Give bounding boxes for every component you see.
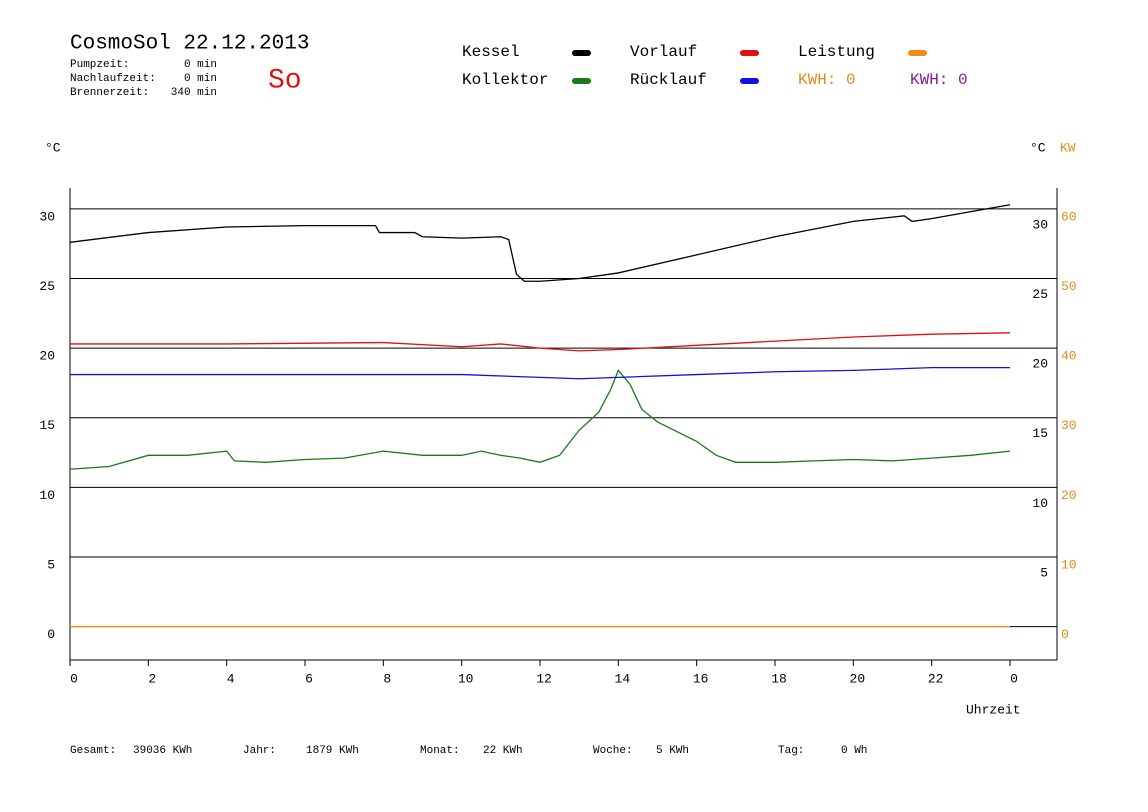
y-tick-label: 0 — [47, 627, 55, 642]
y-tick-label-right: 20 — [1032, 357, 1048, 372]
footer-label: Gesamt: — [70, 745, 116, 757]
info-value: 0 min — [184, 73, 217, 85]
footer-label: Tag: — [778, 745, 804, 757]
series-line — [70, 366, 1010, 380]
x-tick-label: 14 — [615, 671, 631, 686]
info-label: Nachlaufzeit: — [70, 73, 156, 85]
y2-tick-label: 30 — [1061, 418, 1077, 433]
legend-label: Leistung — [798, 43, 875, 61]
x-tick-label: 10 — [458, 671, 474, 686]
x-tick-label: 20 — [850, 671, 866, 686]
y-tick-label: 30 — [39, 209, 55, 224]
y2-tick-label: 20 — [1061, 488, 1077, 503]
series-line — [69, 204, 1011, 282]
y-tick-label: 15 — [39, 418, 55, 433]
y2-tick-label: 0 — [1061, 627, 1069, 642]
x-tick-label: 6 — [305, 671, 313, 686]
y2-tick-label: 40 — [1061, 349, 1077, 364]
series-line — [69, 369, 1011, 470]
legend-label: Rücklauf — [630, 71, 707, 89]
info-value: 340 min — [171, 87, 217, 99]
footer-label: Monat: — [420, 745, 460, 757]
legend-label: Vorlauf — [630, 43, 697, 61]
y-label: °C — [45, 140, 61, 155]
x-tick-label: 22 — [928, 671, 944, 686]
x-tick-label: 0 — [1010, 671, 1018, 686]
footer-value: 5 KWh — [656, 745, 689, 757]
footer-value: 22 KWh — [483, 745, 523, 757]
y-tick-label-right: 30 — [1032, 217, 1048, 232]
x-tick-label: 2 — [148, 671, 156, 686]
footer-value: 0 Wh — [841, 745, 867, 757]
kwh: KWH: 0 — [910, 71, 968, 89]
y-tick-label-right: 10 — [1032, 496, 1048, 511]
footer-value: 39036 KWh — [133, 745, 192, 757]
y-tick-label-right: 15 — [1032, 426, 1048, 441]
footer-label: Woche: — [593, 745, 633, 757]
legend-label: Kessel — [462, 43, 520, 61]
info-label: Pumpzeit: — [70, 59, 129, 71]
y-tick-label: 10 — [39, 488, 55, 503]
y2-tick-label: 50 — [1061, 279, 1077, 294]
series-line — [70, 332, 1011, 352]
x-tick-label: 18 — [771, 671, 787, 686]
info-value: 0 min — [184, 59, 217, 71]
y2-tick-label: 60 — [1061, 209, 1077, 224]
x-label: Uhrzeit — [966, 702, 1021, 717]
footer-label: Jahr: — [243, 745, 276, 757]
legend-label: Kollektor — [462, 71, 548, 89]
title: CosmoSol 22.12.2013 — [70, 33, 309, 56]
y2-label: °C — [1030, 140, 1046, 155]
y-tick-label-right: 5 — [1040, 565, 1048, 580]
y-tick-label-right: 25 — [1032, 287, 1048, 302]
x-tick-label: 8 — [383, 671, 391, 686]
y-tick-label: 25 — [39, 279, 55, 294]
x-tick-label: 16 — [693, 671, 709, 686]
x-tick-label: 4 — [227, 671, 235, 686]
info-label: Brennerzeit: — [70, 87, 149, 99]
y-tick-label: 20 — [39, 349, 55, 364]
kwh: KWH: 0 — [798, 71, 856, 89]
y-tick-label: 5 — [47, 557, 55, 572]
y2-tick-label: 10 — [1061, 557, 1077, 572]
footer-value: 1879 KWh — [306, 745, 359, 757]
x-tick-label: 12 — [536, 671, 552, 686]
x-tick-label: 0 — [70, 671, 78, 686]
y2-unit: KW — [1060, 140, 1076, 155]
day: So — [268, 65, 302, 96]
